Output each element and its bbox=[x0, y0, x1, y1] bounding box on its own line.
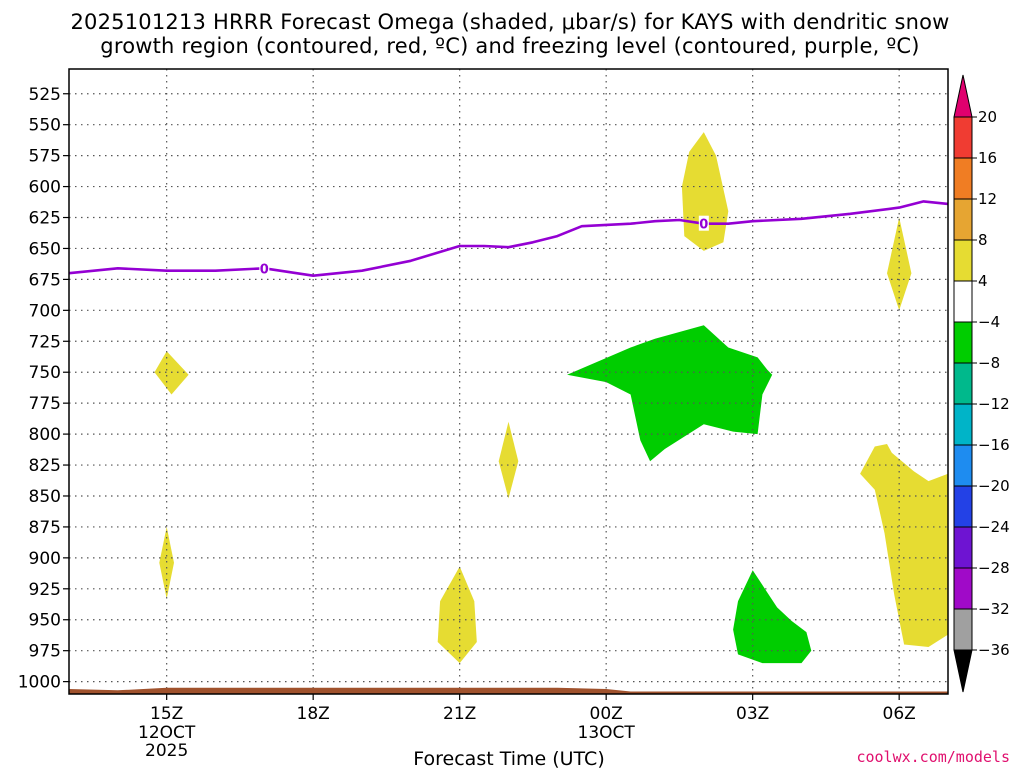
colorbar-label-20: 20 bbox=[978, 108, 997, 126]
y-tick-label-675: 675 bbox=[29, 270, 61, 290]
chart-title-line-2: growth region (contoured, red, ºC) and f… bbox=[100, 34, 919, 58]
y-tick-label-650: 650 bbox=[29, 239, 61, 259]
y-tick-label-975: 975 bbox=[29, 642, 61, 662]
colorbar-band-12-to-16 bbox=[953, 157, 973, 200]
y-tick-label-800: 800 bbox=[29, 425, 61, 445]
colorbar-label--24: −24 bbox=[978, 518, 1010, 536]
omega-shading bbox=[154, 132, 948, 664]
y-tick-label-600: 600 bbox=[29, 178, 61, 198]
omega-region-positive-6 bbox=[860, 444, 948, 647]
colorbar-band--4-to-4 bbox=[953, 280, 973, 323]
omega-region-positive-1 bbox=[159, 526, 174, 599]
x-tick-label-15Z: 15Z bbox=[150, 704, 183, 724]
colorbar-label--4: −4 bbox=[978, 313, 1000, 331]
y-tick-label-750: 750 bbox=[29, 363, 61, 383]
freezing-level-contour: 00 bbox=[68, 200, 949, 278]
terrain-layer bbox=[69, 687, 948, 694]
y-tick-label-925: 925 bbox=[29, 580, 61, 600]
colorbar-label--20: −20 bbox=[978, 477, 1010, 495]
freezing-label-bg-0 bbox=[259, 260, 270, 276]
colorbar-band--36-to--32 bbox=[953, 608, 973, 651]
colorbar-band-4-to-8 bbox=[953, 239, 973, 282]
omega-region-positive-5 bbox=[887, 217, 912, 311]
y-tick-label-900: 900 bbox=[29, 549, 61, 569]
colorbar-band-8-to-12 bbox=[953, 198, 973, 241]
x-tick-label-18Z: 18Z bbox=[297, 704, 330, 724]
y-tick-label-875: 875 bbox=[29, 518, 61, 538]
colorbar: 20 16 12 8 4 −4 −8 −12 −16 −20 −24 −28 −32 −36 bbox=[953, 74, 1010, 693]
colorbar-label--28: −28 bbox=[978, 559, 1010, 577]
y-tick-label-775: 775 bbox=[29, 394, 61, 414]
colorbar-band--8-to--4 bbox=[953, 321, 973, 364]
colorbar-label--32: −32 bbox=[978, 600, 1010, 618]
omega-region-positive-4 bbox=[681, 132, 729, 251]
colorbar-band--12-to--8 bbox=[953, 362, 973, 405]
y-tick-label-1000: 1000 bbox=[18, 673, 61, 693]
x-tick-label-03Z: 03Z bbox=[736, 704, 769, 724]
colorbar-label--36: −36 bbox=[978, 641, 1010, 659]
freezing-level-line bbox=[68, 200, 949, 278]
grid-lines bbox=[69, 69, 948, 694]
x-tick-label-21Z: 21Z bbox=[443, 704, 476, 724]
colorbar-arrow-bottom bbox=[953, 649, 973, 693]
omega-region-positive-0 bbox=[154, 351, 189, 395]
colorbar-label--8: −8 bbox=[978, 354, 1000, 372]
y-tick-label-700: 700 bbox=[29, 301, 61, 321]
freezing-label-bg-1 bbox=[698, 215, 709, 231]
credit-text: coolwx.com/models bbox=[856, 748, 1010, 766]
y-tick-label-950: 950 bbox=[29, 611, 61, 631]
x-tick-sublabel-15Z: 12OCT bbox=[138, 723, 196, 743]
freezing-level-label-1: 0 bbox=[699, 218, 708, 233]
colorbar-band--16-to--12 bbox=[953, 403, 973, 446]
x-tick-sublabel-00Z: 13OCT bbox=[578, 723, 636, 743]
y-tick-label-575: 575 bbox=[29, 147, 61, 167]
y-tick-label-625: 625 bbox=[29, 209, 61, 229]
omega-region-positive-3 bbox=[437, 566, 477, 664]
y-tick-label-825: 825 bbox=[29, 456, 61, 476]
y-tick-label-725: 725 bbox=[29, 332, 61, 352]
colorbar-label-16: 16 bbox=[978, 149, 997, 167]
freezing-level-label-0: 0 bbox=[260, 262, 269, 277]
colorbar-label-4: 4 bbox=[978, 272, 988, 290]
colorbar-label-8: 8 bbox=[978, 231, 988, 249]
colorbar-band--24-to--20 bbox=[953, 485, 973, 528]
omega-region-negative-8 bbox=[733, 570, 812, 664]
terrain-fill bbox=[69, 687, 948, 694]
y-axis-ticks: 525 550 575 600 625 650 675 700 725 750 775 800 825 8… bbox=[18, 85, 69, 693]
x-tick-label-00Z: 00Z bbox=[590, 704, 623, 724]
x-axis-label: Forecast Time (UTC) bbox=[413, 748, 604, 768]
y-tick-label-550: 550 bbox=[29, 116, 61, 136]
colorbar-band--20-to--16 bbox=[953, 444, 973, 487]
x-tick-label-06Z: 06Z bbox=[883, 704, 916, 724]
y-tick-label-525: 525 bbox=[29, 85, 61, 105]
colorbar-label--12: −12 bbox=[978, 395, 1010, 413]
omega-region-positive-2 bbox=[498, 421, 519, 499]
x-tick-year-15Z: 2025 bbox=[145, 741, 188, 761]
chart-title-line-1: 2025101213 HRRR Forecast Omega (shaded, … bbox=[70, 10, 949, 34]
plot-frame bbox=[68, 68, 949, 695]
omega-region-negative-7 bbox=[567, 325, 773, 462]
colorbar-band-16-to-20 bbox=[953, 116, 973, 159]
colorbar-arrow-top bbox=[953, 74, 973, 118]
colorbar-band--32-to--28 bbox=[953, 567, 973, 610]
y-tick-label-850: 850 bbox=[29, 487, 61, 507]
colorbar-band--28-to--24 bbox=[953, 526, 973, 569]
colorbar-label--16: −16 bbox=[978, 436, 1010, 454]
colorbar-label-12: 12 bbox=[978, 190, 997, 208]
